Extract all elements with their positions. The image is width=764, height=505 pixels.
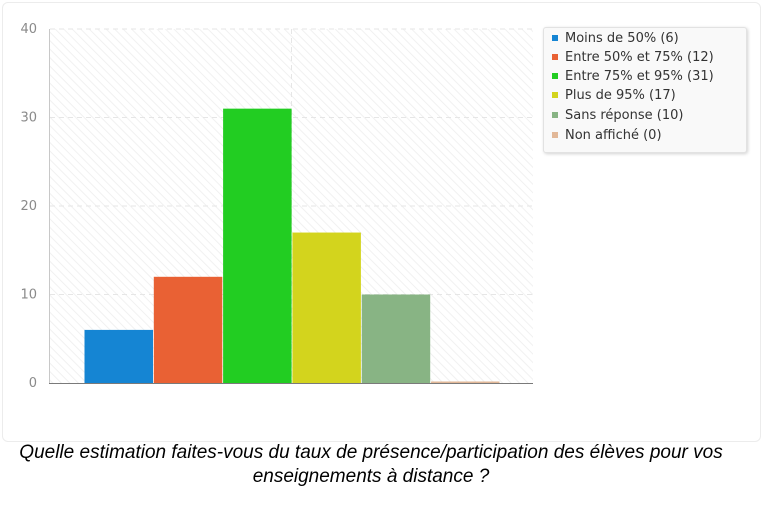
legend-swatch xyxy=(552,111,558,118)
bar[interactable] xyxy=(84,329,154,383)
legend-item[interactable]: Entre 75% et 95% (31) xyxy=(552,67,714,87)
bar-chart: 0 10 20 30 40 xyxy=(20,22,533,391)
y-tick-label: 20 xyxy=(20,199,37,214)
chart-caption: Quelle estimation faites-vous du taux de… xyxy=(19,442,723,487)
y-tick-label: 10 xyxy=(20,288,37,303)
legend-label: Moins de 50% (6) xyxy=(565,31,679,46)
legend-swatch xyxy=(552,53,558,60)
legend-item[interactable]: Non affiché (0) xyxy=(552,126,662,146)
legend-swatch xyxy=(552,131,558,138)
legend-swatch xyxy=(552,72,558,79)
bar[interactable] xyxy=(431,381,500,384)
legend-label: Sans réponse (10) xyxy=(565,108,684,123)
y-tick-labels: 0 10 20 30 40 xyxy=(20,22,37,391)
legend-item[interactable]: Moins de 50% (6) xyxy=(552,29,679,49)
bar[interactable] xyxy=(292,232,361,383)
legend-label: Non affiché (0) xyxy=(565,128,662,143)
legend-label: Entre 75% et 95% (31) xyxy=(565,69,714,84)
bar[interactable] xyxy=(153,276,223,383)
y-tick-label: 40 xyxy=(20,22,37,37)
legend-swatch xyxy=(552,34,558,41)
y-tick-label: 30 xyxy=(20,111,37,126)
legend-label: Entre 50% et 75% (12) xyxy=(565,50,714,65)
legend-swatch xyxy=(552,91,558,98)
gridlines xyxy=(50,28,533,383)
bar[interactable] xyxy=(361,294,431,384)
legend-item[interactable]: Plus de 95% (17) xyxy=(552,86,676,106)
bar[interactable] xyxy=(223,108,292,384)
y-tick-label: 0 xyxy=(29,376,37,391)
legend-label: Plus de 95% (17) xyxy=(565,88,676,103)
legend-item[interactable]: Entre 50% et 75% (12) xyxy=(552,48,714,68)
legend-item[interactable]: Sans réponse (10) xyxy=(552,106,683,126)
legend: Moins de 50% (6) Entre 50% et 75% (12) E… xyxy=(543,27,747,153)
bars xyxy=(84,108,500,384)
